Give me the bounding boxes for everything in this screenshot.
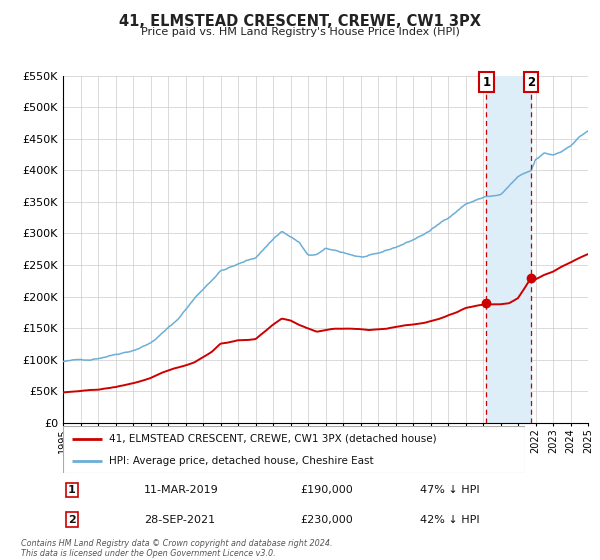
Text: HPI: Average price, detached house, Cheshire East: HPI: Average price, detached house, Ches…: [109, 456, 374, 466]
Text: 2: 2: [68, 515, 76, 525]
Bar: [487, 76, 531, 423]
FancyBboxPatch shape: [63, 426, 525, 473]
Text: 28-SEP-2021: 28-SEP-2021: [144, 515, 215, 525]
Text: 11-MAR-2019: 11-MAR-2019: [144, 485, 219, 495]
Text: £190,000: £190,000: [300, 485, 353, 495]
Text: 2: 2: [527, 76, 535, 88]
Text: 1: 1: [68, 485, 76, 495]
Text: 47% ↓ HPI: 47% ↓ HPI: [420, 485, 479, 495]
Text: £230,000: £230,000: [300, 515, 353, 525]
Text: 42% ↓ HPI: 42% ↓ HPI: [420, 515, 479, 525]
Text: 41, ELMSTEAD CRESCENT, CREWE, CW1 3PX: 41, ELMSTEAD CRESCENT, CREWE, CW1 3PX: [119, 14, 481, 29]
Text: Price paid vs. HM Land Registry's House Price Index (HPI): Price paid vs. HM Land Registry's House …: [140, 27, 460, 37]
Text: 41, ELMSTEAD CRESCENT, CREWE, CW1 3PX (detached house): 41, ELMSTEAD CRESCENT, CREWE, CW1 3PX (d…: [109, 434, 437, 444]
Text: Contains HM Land Registry data © Crown copyright and database right 2024.
This d: Contains HM Land Registry data © Crown c…: [21, 539, 332, 558]
Text: 1: 1: [482, 76, 490, 88]
